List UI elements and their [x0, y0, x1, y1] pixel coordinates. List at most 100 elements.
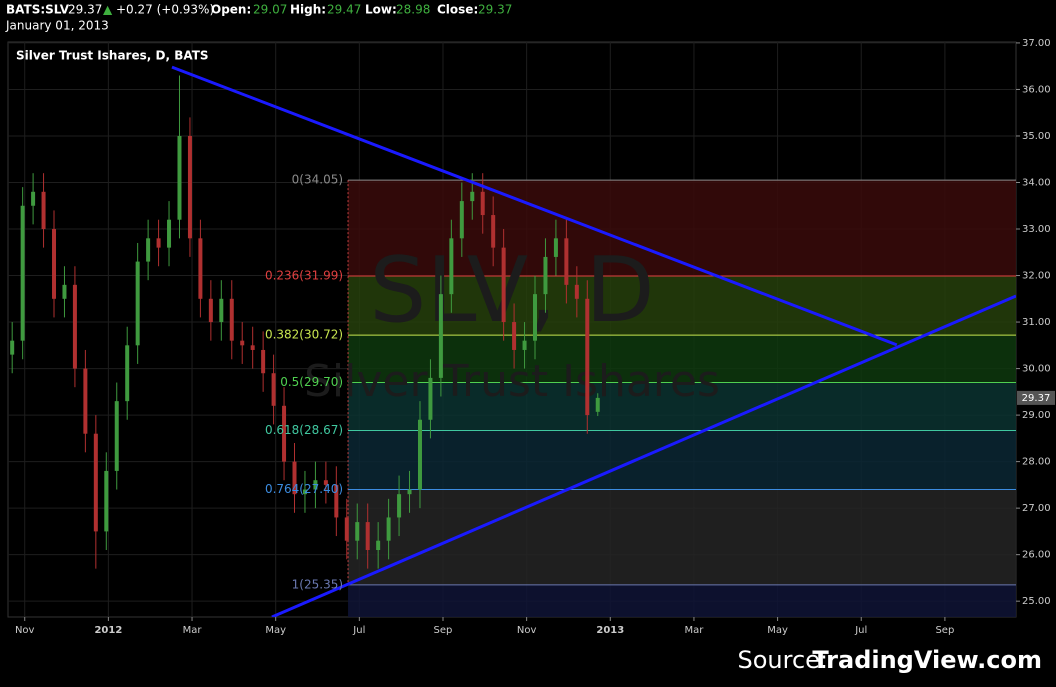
fib-label: 0.764(27.40): [265, 482, 343, 496]
x-tick-label: Jul: [854, 625, 867, 636]
close: 29.37: [478, 3, 512, 17]
candle-body: [323, 480, 328, 485]
x-tick-label: Nov: [15, 625, 35, 636]
x-tick-label: May: [767, 625, 788, 636]
candle-body: [167, 219, 172, 248]
header: BATS:SLV 29.37 ▲ +0.27 (+0.93%) Open: 29…: [5, 3, 512, 33]
source-prefix: Source:: [737, 646, 828, 674]
x-tick-label: May: [265, 625, 286, 636]
x-tick-label: Jul: [352, 625, 365, 636]
candle-body: [428, 377, 433, 420]
candle-body: [449, 238, 454, 295]
candle-body: [52, 229, 57, 299]
candle-body: [125, 345, 130, 402]
open: 29.07: [253, 3, 287, 17]
candle-body: [365, 522, 370, 551]
candle-body: [198, 238, 203, 299]
candle-body: [355, 522, 360, 541]
candle-body: [62, 284, 67, 299]
candle-body: [397, 494, 402, 518]
candle-body: [93, 433, 98, 532]
candle-body: [480, 191, 485, 216]
price-tag: 29.37: [1022, 393, 1051, 404]
symbol: BATS:SLV: [6, 3, 70, 17]
candle-body: [72, 284, 77, 369]
fib-label: 0(34.05): [292, 173, 343, 187]
fib-label: 0.618(28.67): [265, 423, 343, 437]
candle-body: [250, 345, 255, 350]
y-tick-label: 34.00: [1022, 177, 1051, 188]
watermark: SLV, D: [369, 238, 654, 343]
candle-body: [271, 373, 276, 406]
candle-body: [564, 238, 569, 285]
candle-body: [376, 540, 381, 551]
candle-body: [501, 247, 506, 323]
x-tick-label: Nov: [517, 625, 537, 636]
candle-body: [313, 480, 318, 490]
high-label: High:: [290, 3, 326, 17]
fib-label: 0.382(30.72): [265, 328, 343, 342]
fib-band: [348, 382, 1016, 431]
candle-body: [553, 238, 558, 257]
candle-body: [470, 191, 475, 202]
y-tick-label: 37.00: [1022, 38, 1051, 49]
candle-body: [386, 517, 391, 541]
high: 29.47: [327, 3, 361, 17]
candle-body: [229, 298, 234, 341]
candle-body: [20, 205, 25, 341]
candle-body: [522, 340, 527, 350]
y-tick-label: 25.00: [1022, 596, 1051, 607]
y-tick-label: 31.00: [1022, 317, 1051, 328]
y-tick-label: 27.00: [1022, 503, 1051, 514]
y-tick-label: 30.00: [1022, 364, 1051, 375]
candle-layer: [10, 65, 1016, 617]
candle-body: [41, 191, 46, 230]
candle-body: [585, 298, 590, 416]
fib-label: 0.5(29.70): [280, 375, 343, 389]
candle-body: [187, 135, 192, 239]
candle-body: [240, 340, 245, 346]
trend-line: [171, 65, 898, 347]
close-label: Close:: [437, 3, 478, 17]
y-tick-label: 26.00: [1022, 550, 1051, 561]
candle-body: [407, 489, 412, 495]
candle-body: [135, 261, 140, 346]
x-tick-label: Sep: [434, 625, 453, 636]
date: January 01, 2013: [5, 19, 109, 33]
fib-label: 1(25.35): [292, 577, 343, 591]
candle-body: [595, 397, 600, 412]
x-tick-label: Mar: [685, 625, 705, 636]
source-name: TradingView.com: [812, 646, 1042, 674]
fib-band: [348, 276, 1016, 336]
y-tick-label: 35.00: [1022, 131, 1051, 142]
candle-body: [114, 401, 119, 471]
candle-body: [219, 298, 224, 323]
trend-line: [271, 294, 1016, 617]
candle-body: [302, 489, 307, 495]
fib-band: [348, 489, 1016, 585]
low-label: Low:: [365, 3, 397, 17]
legend-title: Silver Trust Ishares, D, BATS: [16, 49, 209, 63]
arrow: ▲: [103, 3, 113, 17]
candle-body: [156, 238, 161, 248]
open-label: Open:: [211, 3, 251, 17]
fib-band: [348, 180, 1016, 277]
fib-band: [348, 584, 1016, 617]
candle-body: [282, 405, 287, 462]
fib-label: 0.236(31.99): [265, 269, 343, 283]
watermark-sub: Silver Trust Ishares: [304, 356, 720, 407]
candle-body: [177, 135, 182, 220]
x-tick-label: 2012: [94, 625, 122, 636]
candle-body: [417, 419, 422, 490]
candle-body: [104, 470, 109, 532]
last-price: 29.37: [68, 3, 102, 17]
y-tick-label: 28.00: [1022, 457, 1051, 468]
candle-body: [533, 294, 538, 341]
x-tick-label: 2013: [596, 625, 624, 636]
y-tick-label: 32.00: [1022, 271, 1051, 282]
x-tick-label: Sep: [935, 625, 954, 636]
candle-body: [146, 238, 151, 262]
candle-body: [543, 256, 548, 295]
fib-layer: [8, 42, 1016, 617]
